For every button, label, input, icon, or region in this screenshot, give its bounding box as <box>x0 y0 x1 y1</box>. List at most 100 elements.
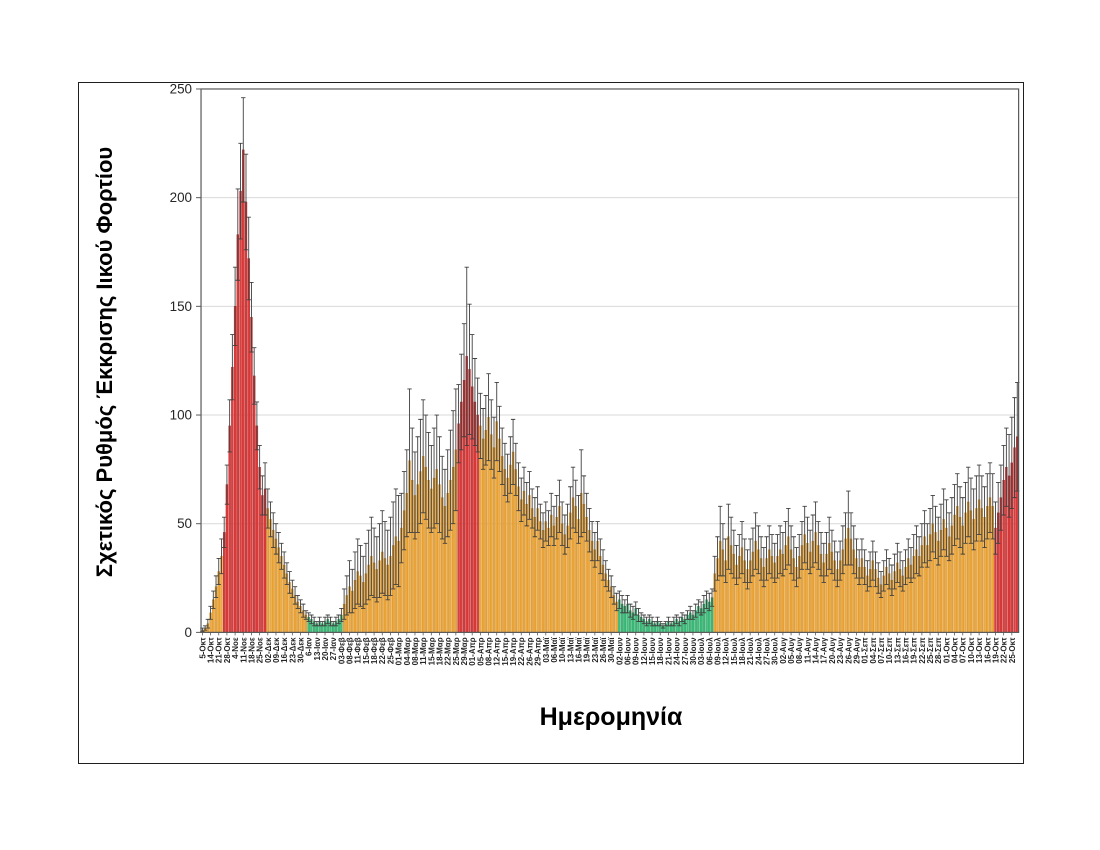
error-bar <box>775 534 780 579</box>
x-tick-label: 13-Ιαν <box>313 637 322 661</box>
error-bar <box>211 590 216 609</box>
error-bar <box>884 549 889 586</box>
error-bar <box>249 281 254 353</box>
x-tick-label: 19-Μαϊ <box>583 637 592 663</box>
x-tick-label: 25-Οκτ <box>1008 637 1017 663</box>
error-bar <box>251 347 257 405</box>
x-tick-label: 15-Ιουλ <box>730 637 739 665</box>
error-bar <box>246 216 251 301</box>
error-bar <box>895 542 900 583</box>
x-tick-label: 09-Δεκ <box>272 637 281 663</box>
error-bar <box>366 529 371 601</box>
x-tick-label: 07-Οκτ <box>959 637 968 663</box>
y-tick-label: 250 <box>170 83 192 96</box>
error-bar <box>352 551 358 609</box>
error-bar <box>510 418 516 486</box>
error-bar <box>478 392 483 459</box>
error-bar <box>848 512 854 566</box>
error-bar <box>930 494 935 553</box>
y-tick-label: 100 <box>170 408 192 423</box>
error-bar <box>216 558 221 586</box>
error-bar <box>810 514 816 568</box>
x-tick-label: 25-Φεβ <box>386 637 395 664</box>
error-bar <box>257 445 262 490</box>
error-bar <box>508 436 513 494</box>
x-tick-label: 15-Μαρ <box>427 637 436 665</box>
error-bar <box>769 534 775 579</box>
error-bar <box>401 471 407 551</box>
error-bar <box>644 616 649 627</box>
error-bar <box>603 560 608 588</box>
error-bar <box>440 455 445 540</box>
error-bar <box>336 614 341 625</box>
error-bar <box>363 542 369 605</box>
error-bar <box>265 488 270 529</box>
x-tick-label: 22-Απρ <box>517 637 526 665</box>
error-bar <box>758 536 764 581</box>
error-bar <box>459 353 464 451</box>
error-bar <box>753 512 758 570</box>
error-bar <box>426 431 431 529</box>
error-bar <box>903 549 908 586</box>
error-bar <box>824 531 829 577</box>
error-bar <box>668 621 674 627</box>
x-tick-label: 12-Ιουν <box>640 637 649 665</box>
error-bar <box>933 505 938 559</box>
x-tick-label: 15-Ιουν <box>648 637 657 665</box>
error-bar <box>677 616 682 627</box>
error-bar <box>562 514 568 555</box>
error-bar <box>241 97 246 203</box>
x-tick-label: 11-Αυγ <box>803 637 812 663</box>
error-bar <box>900 560 905 592</box>
x-tick-label: 08-Μαρ <box>411 637 420 665</box>
error-bar <box>399 492 404 564</box>
error-bar <box>881 560 886 592</box>
error-bar <box>611 586 617 605</box>
error-bar <box>298 599 303 614</box>
error-bar <box>870 540 876 581</box>
y-axis-title: Σχετικός Ρυθμός Έκκρισης Ιικού Φορτίου <box>92 146 117 578</box>
x-tick-label: 29-Μαρ <box>460 637 469 665</box>
x-tick-label: 21-Οκτ <box>215 637 224 663</box>
error-bar <box>955 473 960 540</box>
x-tick-label: 16-Μαϊ <box>574 637 583 663</box>
error-bar <box>715 536 720 581</box>
error-bar <box>339 608 344 622</box>
error-bar <box>952 484 957 546</box>
error-bar <box>840 525 846 575</box>
error-bar <box>630 605 636 620</box>
error-bar <box>420 399 426 514</box>
plot-border <box>200 88 1020 633</box>
error-bar <box>944 499 949 557</box>
x-tick-label: 20-Ιαν <box>321 637 330 661</box>
error-bar <box>516 462 521 512</box>
error-bar <box>865 560 870 592</box>
error-bar <box>295 594 300 609</box>
x-tick-label: 24-Ιουλ <box>754 637 763 665</box>
error-bar <box>287 571 292 594</box>
error-bar <box>576 494 581 544</box>
x-tick-label: 16-Δεκ <box>280 637 289 663</box>
error-bar <box>919 523 925 568</box>
error-bar <box>906 538 911 579</box>
error-bar <box>761 547 766 588</box>
error-bar <box>341 588 347 620</box>
x-tick-label: 18-Φεβ <box>370 637 379 664</box>
error-bar <box>807 529 813 575</box>
error-bar <box>688 605 693 620</box>
error-bar <box>303 610 309 620</box>
error-bar <box>587 508 592 553</box>
error-bar <box>235 188 241 281</box>
error-bar <box>418 418 423 525</box>
error-bar <box>799 521 805 570</box>
error-bar <box>772 542 777 583</box>
error-bar <box>331 621 336 627</box>
error-bar <box>737 534 742 579</box>
bar-chart: 0 50 100 150 200 250 5-Οκτ 14-Οκτ 21-Οκτ 28-Οκτ 4-… <box>170 83 1020 666</box>
error-bar <box>764 536 769 581</box>
x-tick-label: 10-Μαϊ <box>558 637 567 663</box>
x-tick-label: 16-Οκτ <box>983 637 992 663</box>
error-bar <box>832 540 837 581</box>
error-bar <box>505 453 510 503</box>
error-bar <box>723 538 728 583</box>
